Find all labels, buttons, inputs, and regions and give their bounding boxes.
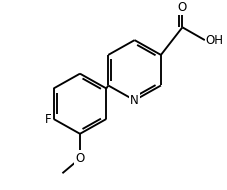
Text: F: F <box>45 112 52 126</box>
Text: O: O <box>178 1 187 14</box>
Text: N: N <box>130 94 139 107</box>
Text: O: O <box>75 152 85 165</box>
Text: OH: OH <box>206 34 224 47</box>
